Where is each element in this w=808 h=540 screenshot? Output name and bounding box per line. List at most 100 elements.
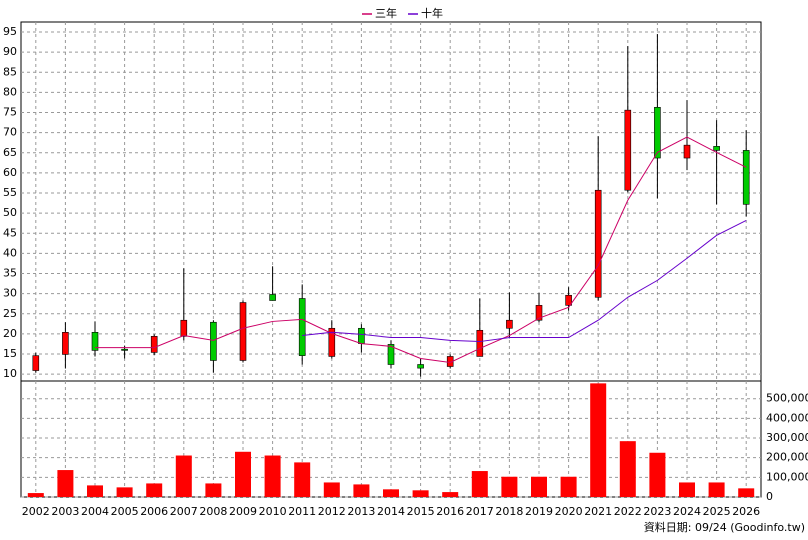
x-tick-label: 2022 — [614, 505, 642, 518]
ma-line — [302, 219, 747, 343]
volume-bar — [471, 471, 488, 497]
volume-bar — [619, 441, 636, 497]
x-tick-label: 2004 — [81, 505, 109, 518]
candle-body — [210, 321, 217, 361]
y-tick-label: 30 — [3, 287, 17, 300]
x-tick-label: 2002 — [22, 505, 50, 518]
y-tick-label: 40 — [3, 246, 17, 259]
volume-bar — [175, 455, 192, 497]
x-tick-label: 2012 — [318, 505, 346, 518]
x-tick-label: 2006 — [140, 505, 168, 518]
x-tick-label: 2020 — [555, 505, 583, 518]
y-tick-label: 95 — [3, 25, 17, 38]
y-tick-label: 60 — [3, 166, 17, 179]
y-tick-label: 15 — [3, 347, 17, 360]
x-tick-label: 2024 — [673, 505, 701, 518]
volume-bar — [323, 482, 340, 497]
y-tick-label: 65 — [3, 146, 17, 159]
volume-bar — [264, 455, 281, 497]
y-tick-label: 35 — [3, 267, 17, 280]
candle-body — [269, 294, 276, 301]
candle-body — [358, 327, 365, 344]
candle-body — [683, 144, 691, 159]
candle-body — [62, 332, 69, 355]
x-tick-label: 2023 — [643, 505, 671, 518]
volume-bar — [412, 490, 429, 497]
volume-bar — [57, 470, 74, 497]
x-tick-label: 2021 — [584, 505, 612, 518]
y-tick-label: 90 — [3, 45, 17, 58]
candle-body — [594, 189, 602, 298]
volume-bar — [383, 489, 399, 497]
legend-label: 三年 — [375, 6, 397, 20]
x-tick-label: 2008 — [199, 505, 227, 518]
candle-body — [298, 298, 306, 356]
volume-bar — [649, 452, 666, 497]
y-tick-label: 75 — [3, 106, 17, 119]
x-tick-label: 2016 — [436, 505, 464, 518]
y-tick-label: 55 — [3, 186, 17, 199]
ma-line — [95, 136, 747, 364]
volume-bar — [27, 493, 44, 497]
x-tick-label: 2007 — [170, 505, 198, 518]
x-tick-label: 2015 — [407, 505, 435, 518]
candle-body — [565, 294, 572, 306]
source-note: 資料日期: 09/24 (Goodinfo.tw) — [644, 520, 805, 534]
x-tick-label: 2003 — [51, 505, 79, 518]
candle-body — [91, 332, 99, 351]
volume-bar — [590, 383, 607, 497]
volume-bar — [294, 462, 311, 497]
candle-body — [328, 327, 336, 357]
volume-bar — [205, 483, 222, 497]
y-tick-label: 80 — [3, 85, 17, 98]
x-tick-label: 2009 — [229, 505, 257, 518]
volume-bar — [87, 485, 103, 497]
candle-body — [121, 348, 128, 351]
volume-bar — [738, 488, 755, 497]
y-tick-label: 45 — [3, 226, 17, 239]
candle-body — [654, 107, 661, 159]
x-tick-label: 2013 — [347, 505, 375, 518]
candle-body — [417, 364, 424, 369]
legend-label: 十年 — [421, 6, 443, 20]
x-tick-label: 2019 — [525, 505, 553, 518]
volume-bar — [442, 492, 459, 497]
x-tick-label: 2017 — [466, 505, 494, 518]
y-tick-label: 25 — [3, 307, 17, 320]
y-tick-label: 20 — [3, 327, 17, 340]
y2-tick-label: 500,000 — [766, 392, 808, 405]
volume-bar — [116, 487, 133, 497]
x-tick-label: 2026 — [732, 505, 760, 518]
volume-bar — [708, 482, 725, 497]
volume-bar — [531, 476, 547, 497]
candle-body — [476, 329, 484, 357]
candle-body — [32, 355, 40, 371]
x-tick-label: 2025 — [703, 505, 731, 518]
y-tick-label: 10 — [3, 367, 17, 380]
x-tick-label: 2011 — [288, 505, 316, 518]
volume-bar — [235, 451, 251, 497]
candle-body — [742, 150, 750, 205]
candle-body — [239, 302, 247, 361]
y-tick-label: 70 — [3, 126, 17, 139]
candle-body — [535, 305, 543, 321]
candle-body — [624, 109, 632, 191]
candle-body — [713, 146, 720, 151]
y2-tick-label: 300,000 — [766, 431, 808, 444]
x-tick-label: 2005 — [111, 505, 139, 518]
volume-bar — [501, 476, 518, 497]
volume-bar — [679, 482, 695, 497]
y2-tick-label: 100,000 — [766, 470, 808, 483]
y2-tick-label: 400,000 — [766, 411, 808, 424]
candle-body — [387, 344, 395, 365]
volume-bar — [560, 476, 577, 497]
y-tick-label: 50 — [3, 206, 17, 219]
candle-body — [180, 319, 188, 337]
x-tick-label: 2014 — [377, 505, 405, 518]
y2-tick-label: 200,000 — [766, 451, 808, 464]
x-tick-label: 2010 — [259, 505, 287, 518]
y2-tick-label: 0 — [766, 490, 773, 503]
candle-body — [506, 319, 513, 329]
candle-body — [150, 336, 158, 353]
